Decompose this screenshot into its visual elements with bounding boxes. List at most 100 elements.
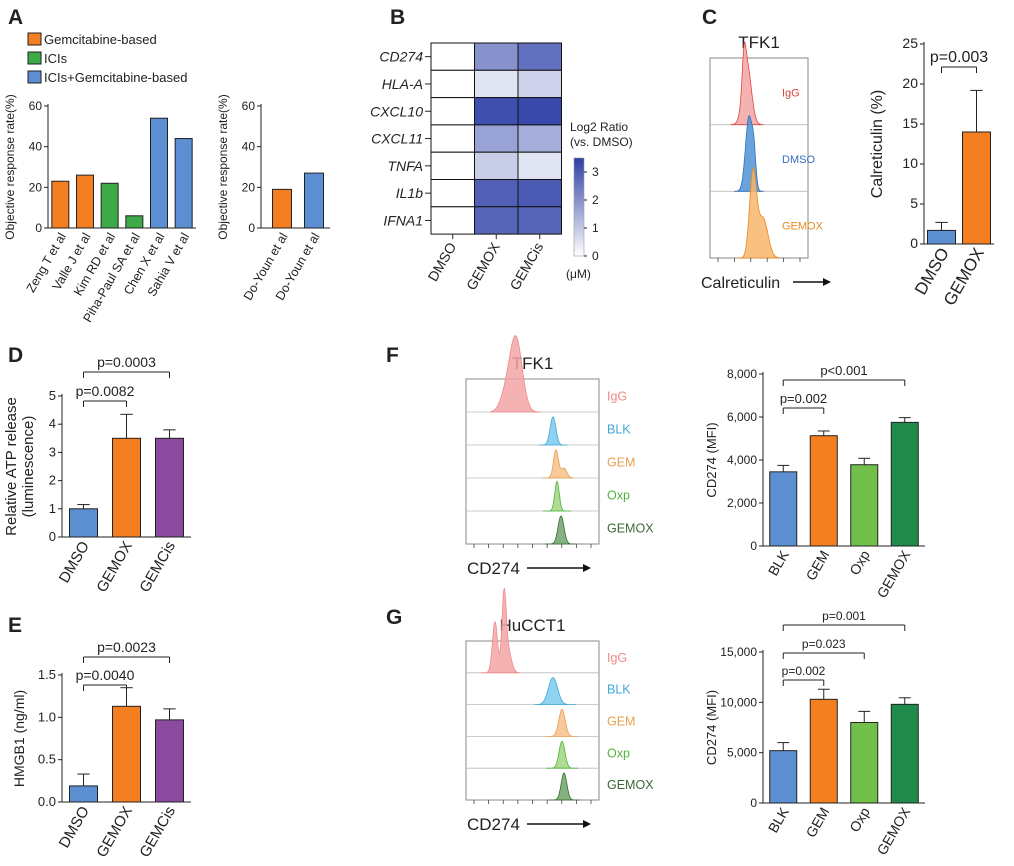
y-tick-label: 6,000 — [727, 410, 757, 424]
y-tick-label: 20 — [242, 180, 256, 194]
p-value-label: p=0.002 — [780, 391, 827, 406]
legend-swatch — [27, 32, 42, 46]
flow-x-label: CD274 — [467, 559, 520, 578]
heatmap-row-label: HLA-A — [382, 76, 423, 92]
histogram-peak — [734, 166, 780, 259]
p-value-label: p=0.023 — [802, 637, 846, 651]
legend-a: Gemcitabine-based ICIs ICIs+Gemcitabine-ba… — [27, 32, 187, 85]
y-tick-label: 10,000 — [720, 695, 757, 709]
heatmap-cell — [430, 206, 475, 235]
heatmap-row-label: CXCL11 — [371, 131, 423, 147]
y-axis-label: HMGB1 (ng/ml) — [11, 690, 27, 787]
panel-letter-a: A — [8, 6, 23, 29]
histogram-peak — [534, 677, 576, 705]
x-tick-label: Oxp — [846, 804, 873, 834]
colorbar-tick-label: 2 — [592, 193, 599, 207]
histogram-peak — [548, 772, 580, 801]
x-tick-label: GEMCis — [136, 539, 179, 596]
panel-letter-d: D — [8, 344, 23, 367]
legend-label: ICIs+Gemcitabine-based — [44, 70, 187, 85]
bar — [962, 131, 991, 245]
heatmap-cell — [474, 69, 519, 99]
track-label: Oxp — [607, 489, 630, 503]
y-tick-label: 0 — [248, 221, 255, 235]
y-tick-label: 15 — [902, 115, 918, 131]
chart-d: 0 1 2 3 4 5 Relative ATP release (luminescence)… — [3, 354, 191, 595]
y-tick-label: 5 — [49, 388, 56, 403]
x-tick-label: GEMOX — [93, 539, 136, 596]
flow-x-label: CD274 — [467, 815, 520, 834]
flow-title: HuCCT1 — [499, 616, 565, 635]
heatmap-cell — [517, 42, 562, 71]
y-tick-label: 1.5 — [38, 667, 56, 682]
histogram-peak — [734, 115, 764, 192]
chart-g_bar: 0 5,000 10,000 15,000 CD274 (MFI) BLK GEM Oxp GE… — [704, 609, 925, 858]
chart-g-flow: HuCCT1 IgG BLK GEM Oxp GEMOX CD274 — [465, 587, 654, 834]
p-value-label: p<0.001 — [820, 363, 867, 378]
colorbar-tick-label: 0 — [592, 249, 599, 263]
y-axis-label: Objective response rate(%) — [3, 94, 17, 239]
y-tick-label: 2 — [49, 473, 56, 488]
histogram-peak — [730, 41, 764, 126]
track-label: Oxp — [607, 746, 630, 760]
bar — [155, 719, 184, 803]
colorbar — [573, 157, 585, 257]
bar — [100, 182, 119, 229]
heatmap-cell — [430, 97, 475, 126]
y-tick-label: 4,000 — [727, 453, 757, 467]
y-tick-label: 0 — [910, 235, 918, 251]
bar — [174, 138, 193, 229]
y-tick-label: 3 — [49, 444, 56, 459]
p-value-label: p=0.0082 — [76, 383, 135, 399]
panel-letter-e: E — [8, 614, 22, 637]
legend-label: Gemcitabine-based — [44, 32, 157, 47]
y-tick-label: 8,000 — [727, 367, 757, 381]
heatmap-row-label: TNFA — [387, 158, 423, 174]
heatmap-row-label: IL1b — [396, 185, 423, 201]
histogram-peak — [542, 480, 572, 512]
bar — [809, 435, 838, 547]
bar — [304, 172, 324, 229]
bar — [272, 188, 292, 229]
panel-letter-g: G — [386, 606, 402, 629]
y-tick-label: 25 — [902, 35, 918, 51]
p-value-label: p=0.0023 — [97, 639, 156, 655]
heatmap-col-label: DMSO — [424, 240, 459, 284]
y-tick-label: 60 — [242, 99, 256, 113]
colorbar-title: (vs. DMSO) — [570, 135, 633, 149]
heatmap-cell — [517, 69, 562, 99]
x-tick-label: Oxp — [846, 547, 873, 577]
chart-c-flow: TFK1 IgG DMSO GEMOX Calreticulin — [701, 33, 831, 292]
y-tick-label: 1 — [49, 501, 56, 516]
legend-label: ICIs — [44, 51, 68, 66]
heatmap-cell — [474, 42, 519, 71]
flow-frame — [465, 378, 600, 545]
histogram-peak — [546, 708, 578, 737]
y-tick-label: 0 — [49, 529, 56, 544]
panel-letter-b: B — [390, 6, 405, 29]
track-label: IgG — [607, 651, 627, 665]
track-label: DMSO — [782, 154, 815, 166]
track-label: BLK — [607, 423, 631, 437]
bar — [150, 117, 168, 229]
x-tick-label: GEMOX — [93, 804, 136, 861]
y-tick-label: 0 — [35, 221, 42, 235]
legend-swatch — [27, 51, 42, 65]
heatmap-cell — [430, 42, 475, 71]
x-tick-label: BLK — [765, 547, 792, 578]
heatmap-cell — [474, 206, 519, 235]
heatmap-cell — [430, 69, 475, 99]
x-tick-label: GEM — [803, 805, 833, 841]
heatmap-cell — [474, 97, 519, 126]
heatmap-cell — [430, 124, 475, 153]
chart-f_bar: 0 2,000 4,000 6,000 8,000 CD274 (MFI) BLK GEM Ox… — [704, 363, 925, 601]
bar — [769, 750, 798, 804]
colorbar-title: Log2 Ratio — [570, 120, 628, 134]
colorbar-unit: (μM) — [566, 267, 591, 281]
y-axis-label: Calreticulin (%) — [869, 90, 886, 198]
